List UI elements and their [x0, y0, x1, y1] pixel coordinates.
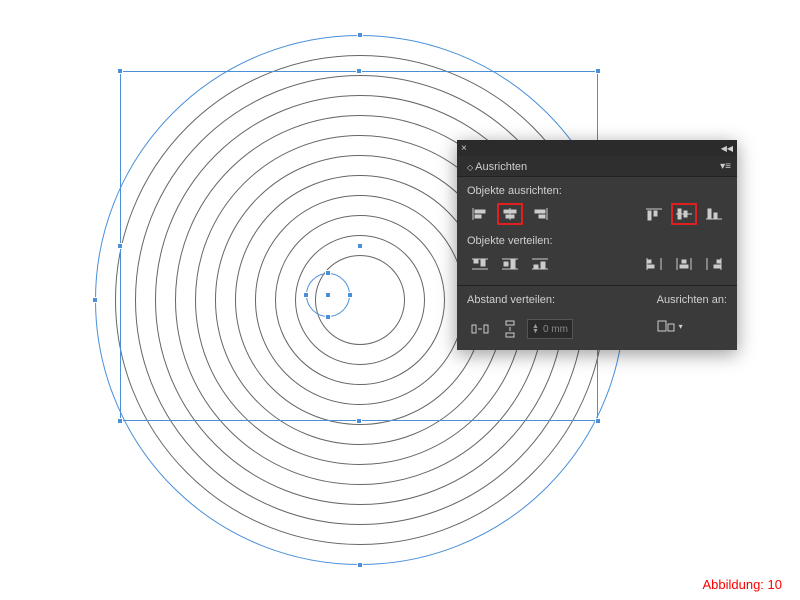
- align-hcenter-icon[interactable]: [497, 203, 523, 225]
- anchor-handle[interactable]: [325, 314, 331, 320]
- align-to-selection-icon: [657, 318, 677, 334]
- anchor-handle[interactable]: [303, 292, 309, 298]
- selection-handle[interactable]: [356, 68, 362, 74]
- distribute-section-label: Objekte verteilen:: [467, 235, 727, 247]
- spacing-value: 0 mm: [543, 324, 568, 335]
- center-mark: [358, 244, 362, 248]
- distribute-bottom-icon[interactable]: [527, 253, 553, 275]
- align-row: [467, 203, 727, 225]
- align-vcenter-icon[interactable]: [671, 203, 697, 225]
- selection-handle[interactable]: [595, 418, 601, 424]
- align-left-icon[interactable]: [467, 203, 493, 225]
- selection-handle[interactable]: [117, 418, 123, 424]
- tab-align[interactable]: ◇ Ausrichten: [463, 158, 531, 176]
- selection-handle[interactable]: [356, 418, 362, 424]
- align-bottom-icon[interactable]: [701, 203, 727, 225]
- figure-caption: Abbildung: 10: [702, 577, 782, 592]
- panel-title: Ausrichten: [475, 161, 527, 173]
- align-right-icon[interactable]: [527, 203, 553, 225]
- spacing-value-field[interactable]: ▲▼ 0 mm: [527, 319, 573, 339]
- close-icon[interactable]: ×: [461, 143, 467, 154]
- distribute-row: [467, 253, 727, 275]
- selection-handle[interactable]: [117, 68, 123, 74]
- align-panel: × ◀◀ ◇ Ausrichten ▾≡ Objekte ausrichten:…: [457, 140, 737, 350]
- distribute-vertical-spacing-icon[interactable]: [497, 318, 523, 340]
- panel-tabs: ◇ Ausrichten ▾≡: [457, 156, 737, 177]
- anchor-handle[interactable]: [357, 32, 363, 38]
- anchor-handle[interactable]: [92, 297, 98, 303]
- distribute-vcenter-icon[interactable]: [497, 253, 523, 275]
- center-mark: [326, 293, 330, 297]
- distribute-left-icon[interactable]: [641, 253, 667, 275]
- spacing-section-label: Abstand verteilen:: [467, 294, 647, 306]
- distribute-horizontal-spacing-icon[interactable]: [467, 318, 493, 340]
- align-to-dropdown[interactable]: ▾: [657, 318, 727, 334]
- selection-handle[interactable]: [117, 243, 123, 249]
- distribute-top-icon[interactable]: [467, 253, 493, 275]
- collapse-icon[interactable]: ◀◀: [721, 144, 733, 153]
- selection-handle[interactable]: [595, 68, 601, 74]
- panel-titlebar: × ◀◀: [457, 140, 737, 156]
- anchor-handle[interactable]: [325, 270, 331, 276]
- alignto-section-label: Ausrichten an:: [657, 294, 727, 306]
- distribute-hcenter-icon[interactable]: [671, 253, 697, 275]
- panel-menu-icon[interactable]: ▾≡: [720, 158, 731, 176]
- anchor-handle[interactable]: [347, 292, 353, 298]
- align-top-icon[interactable]: [641, 203, 667, 225]
- align-section-label: Objekte ausrichten:: [467, 185, 727, 197]
- distribute-right-icon[interactable]: [701, 253, 727, 275]
- anchor-handle[interactable]: [357, 562, 363, 568]
